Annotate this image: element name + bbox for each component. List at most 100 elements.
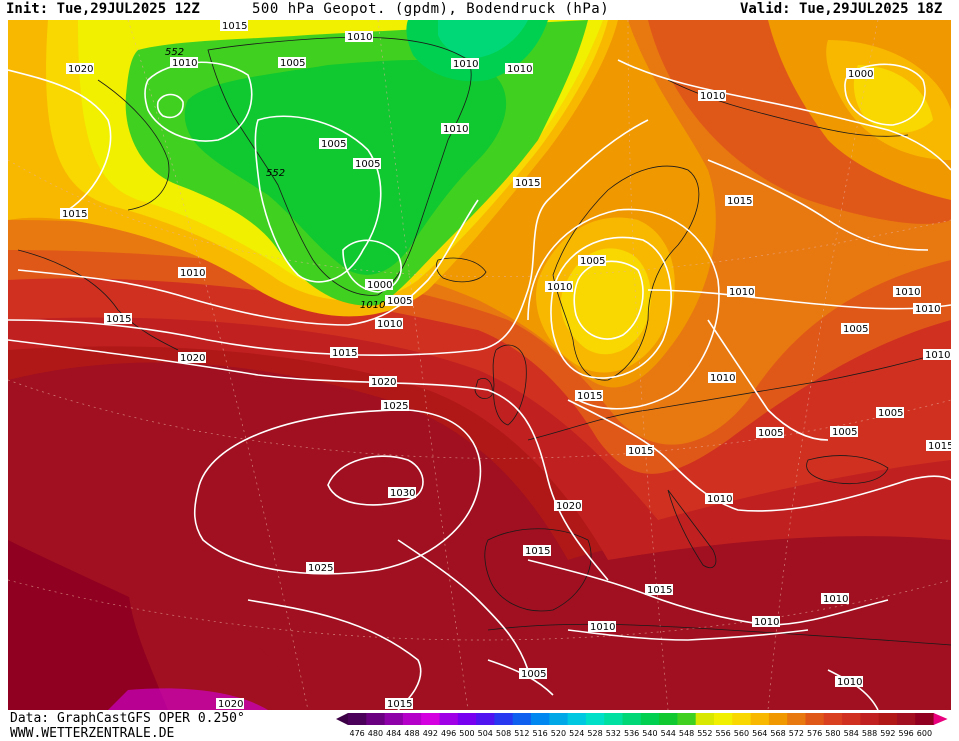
isobar-label: 552: [165, 47, 184, 58]
legend-swatch: [787, 713, 806, 725]
website-credit: WWW.WETTERZENTRALE.DE: [10, 726, 175, 741]
svg-text:1010: 1010: [707, 494, 732, 505]
map-title: 500 hPa Geopot. (gpdm), Bodendruck (hPa): [252, 1, 610, 17]
isobar-label: 1010: [698, 90, 726, 102]
isobar-label: 1010: [375, 318, 403, 330]
isobar-label: 1005: [278, 57, 306, 69]
legend-swatch: [604, 713, 623, 725]
legend-swatch: [476, 713, 495, 725]
legend-label: 592: [880, 729, 896, 738]
legend-swatch: [878, 713, 898, 725]
weather-map: 1015 1010 1005 1020 1010 1010 1010 1000 …: [8, 20, 951, 710]
svg-text:1015: 1015: [525, 546, 550, 557]
isobar-label: 1010: [708, 372, 736, 384]
legend-label: 496: [441, 729, 457, 738]
legend-label: 540: [642, 729, 658, 738]
isobar-label: 1005: [385, 295, 413, 307]
color-legend-bar: [336, 713, 948, 725]
isobar-label: 1025: [381, 400, 409, 412]
legend-label: 600: [916, 729, 933, 738]
isobars: [8, 59, 951, 710]
legend-label: 532: [605, 729, 621, 738]
svg-text:1010: 1010: [925, 350, 950, 361]
map-canvas: 1015 1010 1005 1020 1010 1010 1010 1000 …: [8, 20, 951, 710]
isobar-label: 1005: [319, 138, 347, 150]
svg-text:1015: 1015: [577, 391, 602, 402]
svg-text:1010: 1010: [590, 622, 615, 633]
isobar-label: 1005: [578, 255, 606, 267]
legend-swatch: [915, 713, 935, 725]
legend-label: 564: [752, 729, 768, 738]
svg-text:1015: 1015: [515, 178, 540, 189]
svg-text:1015: 1015: [928, 441, 951, 452]
isobar-label: 1010: [451, 58, 479, 70]
isobar-label: 1010: [821, 593, 849, 605]
svg-text:1020: 1020: [556, 501, 581, 512]
legend-swatch: [659, 713, 678, 725]
isobar-label: 1015: [523, 545, 551, 557]
legend-under-arrow: [336, 713, 348, 725]
svg-text:1030: 1030: [390, 488, 415, 499]
legend-swatch: [531, 713, 550, 725]
isobar-label: 1010: [505, 63, 533, 75]
svg-text:1005: 1005: [580, 256, 605, 267]
svg-text:1020: 1020: [218, 699, 243, 710]
isobar-label: 1010: [178, 267, 206, 279]
svg-text:552: 552: [266, 168, 285, 179]
isobar-label: 1010: [170, 57, 198, 69]
isobar-label: 552: [266, 168, 285, 179]
legend-label: 476: [349, 729, 365, 738]
svg-text:1005: 1005: [387, 296, 412, 307]
isobar-label: 1030: [388, 487, 416, 499]
legend-label: 520: [550, 729, 567, 738]
legend-swatch: [750, 713, 770, 725]
svg-text:1020: 1020: [180, 353, 205, 364]
isobar-label: 1010: [727, 286, 755, 298]
svg-text:1010: 1010: [547, 282, 572, 293]
init-time: Init: Tue,29JUL2025 12Z: [6, 1, 200, 17]
isobar-label: 1015: [513, 177, 541, 189]
legend-label: 556: [715, 729, 731, 738]
legend-label: 536: [624, 729, 640, 738]
legend-label: 568: [770, 729, 786, 738]
legend-swatch: [366, 713, 386, 725]
svg-text:1010: 1010: [823, 594, 848, 605]
legend-label: 584: [843, 729, 859, 738]
isobar-label: 1015: [330, 347, 358, 359]
legend-swatch: [439, 713, 459, 725]
header-bar: Init: Tue,29JUL2025 12Z 500 hPa Geopot. …: [0, 0, 959, 20]
legend-swatch: [732, 713, 752, 725]
legend-label: 512: [514, 729, 530, 738]
svg-text:1015: 1015: [62, 209, 87, 220]
isobar-label: 1010: [913, 303, 941, 315]
isobar-label: 1020: [369, 376, 397, 388]
isobar-label: 1005: [353, 158, 381, 170]
isobar-label: 1005: [876, 407, 904, 419]
isobar-label: 1010: [705, 493, 733, 505]
isobar-label: 1005: [841, 323, 869, 335]
isobar-label: 1020: [178, 352, 206, 364]
legend-label: 596: [898, 729, 914, 738]
isobar-label: 1015: [60, 208, 88, 220]
isobar-label: 1010: [835, 676, 863, 688]
svg-text:1010: 1010: [443, 124, 468, 135]
legend-swatch: [714, 713, 733, 725]
svg-text:1010: 1010: [915, 304, 940, 315]
legend-swatch: [457, 713, 477, 725]
svg-text:1015: 1015: [106, 314, 131, 325]
legend-label: 500: [459, 729, 475, 738]
isobar-label: 1015: [104, 313, 132, 325]
svg-text:1010: 1010: [837, 677, 862, 688]
svg-text:1010: 1010: [360, 300, 385, 311]
legend-swatch: [384, 713, 404, 725]
legend-label: 588: [861, 729, 878, 738]
svg-text:1010: 1010: [700, 91, 725, 102]
isobar-label: 1010: [588, 621, 616, 633]
isobar-label: 1020: [216, 698, 244, 710]
legend-swatch: [421, 713, 440, 725]
coastlines: [17, 36, 951, 646]
svg-text:1015: 1015: [222, 21, 247, 32]
isobar-label: 1010: [441, 123, 469, 135]
isobar-label: 1005: [756, 427, 784, 439]
legend-swatch: [402, 713, 422, 725]
